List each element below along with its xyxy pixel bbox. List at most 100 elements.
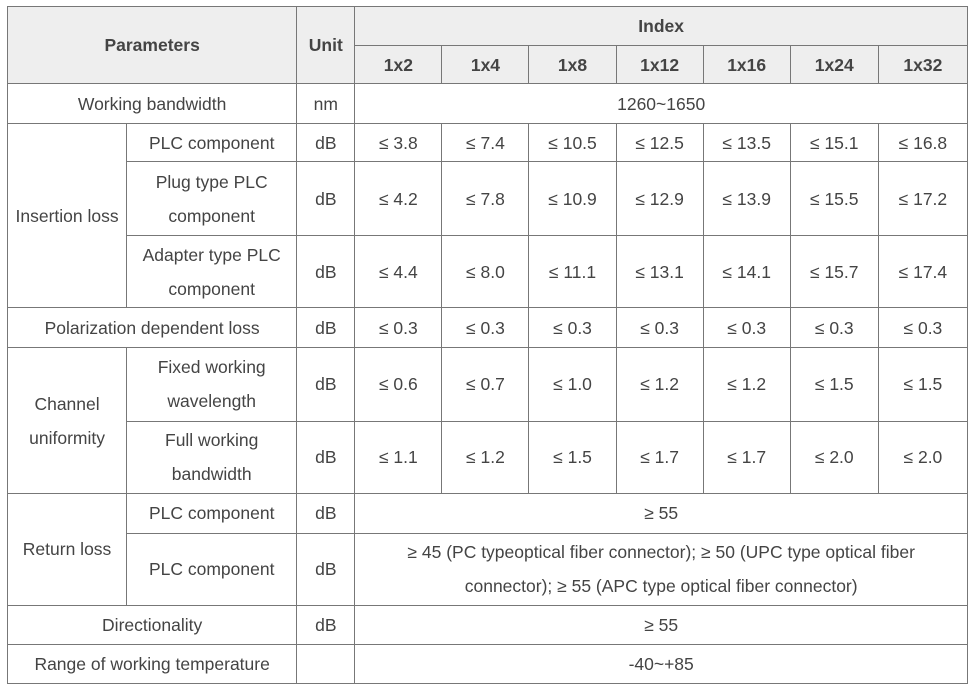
row-uniformity-fixed: Channel uniformity Fixed working wavelen… bbox=[6, 347, 969, 494]
header-unit: Unit bbox=[296, 5, 356, 85]
unit-cell: dB bbox=[296, 161, 356, 237]
row-uniformity-full: Full working bandwidth dB ≤ 1.1 ≤ 1.2 ≤ … bbox=[8, 420, 969, 494]
value-cell: ≤ 0.7 bbox=[441, 347, 530, 422]
value-cell: ≥ 55 bbox=[354, 604, 968, 645]
value-cell: ≤ 0.3 bbox=[528, 307, 617, 349]
subparam-label: PLC component bbox=[126, 532, 298, 606]
value-line: ≥ 45 (PC typeoptical fiber connector); ≥… bbox=[407, 542, 915, 563]
row-insertion-plug: Plug type PLC component dB ≤ 4.2 ≤ 7.8 ≤… bbox=[8, 161, 969, 237]
value-cell: ≤ 12.5 bbox=[615, 123, 704, 163]
label-line: component bbox=[168, 205, 255, 226]
value-cell: ≤ 0.3 bbox=[877, 307, 969, 349]
subparam-label: Adapter type PLC component bbox=[126, 235, 298, 309]
label-line: bandwidth bbox=[171, 464, 252, 485]
label-line: component bbox=[168, 278, 255, 299]
value-cell: ≤ 17.2 bbox=[877, 161, 969, 237]
param-label: Range of working temperature bbox=[6, 643, 298, 685]
unit-cell: dB bbox=[296, 235, 356, 309]
value-cell: -40~+85 bbox=[354, 643, 968, 685]
param-label: Polarization dependent loss bbox=[6, 307, 298, 349]
row-insertion-adapter: Adapter type PLC component dB ≤ 4.4 ≤ 8.… bbox=[8, 235, 969, 309]
param-label: Working bandwidth bbox=[6, 83, 298, 125]
row-working-bandwidth: Working bandwidth nm 1260~1650 bbox=[6, 83, 968, 125]
value-cell: ≤ 8.0 bbox=[441, 235, 530, 309]
row-return-loss-2: PLC component dB ≥ 45 (PC typeoptical fi… bbox=[8, 532, 968, 606]
value-cell: ≤ 10.9 bbox=[528, 161, 617, 237]
value-cell: ≤ 1.5 bbox=[789, 347, 879, 422]
value-cell: ≤ 13.5 bbox=[702, 123, 791, 163]
header-row-2: 1x2 1x4 1x8 1x12 1x16 1x24 1x32 bbox=[8, 45, 969, 85]
value-cell: ≤ 0.3 bbox=[615, 307, 704, 349]
row-return-loss-1: Return loss PLC component dB ≥ 55 bbox=[6, 492, 968, 606]
param-group-label: Channel uniformity bbox=[6, 347, 128, 494]
subparam-label: Full working bandwidth bbox=[126, 420, 298, 494]
value-cell: 1260~1650 bbox=[354, 83, 968, 125]
value-line: connector); ≥ 55 (APC type optical fiber… bbox=[464, 576, 858, 597]
value-cell: ≤ 11.1 bbox=[528, 235, 617, 309]
subparam-label: PLC component bbox=[126, 123, 298, 163]
value-cell: ≤ 0.3 bbox=[354, 307, 443, 349]
value-cell: ≤ 17.4 bbox=[877, 235, 969, 309]
value-cell: ≤ 1.2 bbox=[702, 347, 791, 422]
row-insertion-plc: Insertion loss PLC component dB ≤ 3.8 ≤ … bbox=[6, 123, 969, 309]
header-port: 1x16 bbox=[702, 45, 791, 85]
header-parameters: Parameters bbox=[6, 5, 298, 85]
row-pdl: Polarization dependent loss dB ≤ 0.3 ≤ 0… bbox=[6, 307, 969, 349]
value-cell: ≥ 45 (PC typeoptical fiber connector); ≥… bbox=[354, 532, 968, 606]
label-line: Full working bbox=[165, 430, 259, 451]
header-port: 1x4 bbox=[441, 45, 530, 85]
unit-cell: nm bbox=[296, 83, 356, 125]
value-cell: ≤ 15.1 bbox=[789, 123, 879, 163]
param-group-label: Insertion loss bbox=[6, 123, 128, 309]
value-cell: ≤ 0.3 bbox=[702, 307, 791, 349]
header-port: 1x8 bbox=[528, 45, 617, 85]
value-cell: ≤ 0.6 bbox=[354, 347, 443, 422]
value-cell: ≥ 55 bbox=[354, 492, 968, 534]
value-cell: ≤ 12.9 bbox=[615, 161, 704, 237]
value-cell: ≤ 1.7 bbox=[615, 420, 704, 494]
value-cell: ≤ 13.1 bbox=[615, 235, 704, 309]
value-cell: ≤ 13.9 bbox=[702, 161, 791, 237]
unit-cell: dB bbox=[296, 307, 356, 349]
value-cell: ≤ 3.8 bbox=[354, 123, 443, 163]
unit-cell: dB bbox=[296, 347, 356, 422]
header-port: 1x24 bbox=[789, 45, 879, 85]
value-cell: ≤ 1.5 bbox=[528, 420, 617, 494]
subparam-label: Fixed working wavelength bbox=[126, 347, 298, 422]
value-cell: ≤ 4.4 bbox=[354, 235, 443, 309]
header-port: 1x2 bbox=[354, 45, 443, 85]
value-cell: ≤ 10.5 bbox=[528, 123, 617, 163]
header-row-1: Parameters Unit Index bbox=[6, 5, 968, 85]
value-cell: ≤ 1.5 bbox=[877, 347, 969, 422]
value-cell: ≤ 2.0 bbox=[789, 420, 879, 494]
header-index: Index bbox=[354, 5, 968, 47]
label-line: Channel bbox=[34, 393, 100, 414]
row-directionality: Directionality dB ≥ 55 bbox=[6, 604, 968, 645]
unit-cell: dB bbox=[296, 604, 356, 645]
subparam-label: Plug type PLC component bbox=[126, 161, 298, 237]
value-cell: ≤ 1.0 bbox=[528, 347, 617, 422]
unit-cell: dB bbox=[296, 420, 356, 494]
label-line: Fixed working bbox=[157, 357, 266, 378]
value-cell: ≤ 16.8 bbox=[877, 123, 969, 163]
subparam-label: PLC component bbox=[126, 492, 298, 534]
label-line: uniformity bbox=[29, 427, 105, 448]
unit-cell: dB bbox=[296, 532, 356, 606]
value-cell: ≤ 7.4 bbox=[441, 123, 530, 163]
unit-cell: dB bbox=[296, 123, 356, 163]
value-cell: ≤ 15.7 bbox=[789, 235, 879, 309]
value-cell: ≤ 7.8 bbox=[441, 161, 530, 237]
label-line: Plug type PLC bbox=[155, 171, 268, 192]
header-port: 1x32 bbox=[877, 45, 969, 85]
row-temperature: Range of working temperature -40~+85 bbox=[6, 643, 968, 685]
label-line: Adapter type PLC bbox=[142, 244, 281, 265]
value-cell: ≤ 1.7 bbox=[702, 420, 791, 494]
label-line: wavelength bbox=[167, 391, 256, 412]
value-cell: ≤ 15.5 bbox=[789, 161, 879, 237]
param-label: Directionality bbox=[6, 604, 298, 645]
value-cell: ≤ 0.3 bbox=[441, 307, 530, 349]
param-group-label: Return loss bbox=[6, 492, 128, 606]
unit-cell: dB bbox=[296, 492, 356, 534]
value-cell: ≤ 1.1 bbox=[354, 420, 443, 494]
value-cell: ≤ 1.2 bbox=[615, 347, 704, 422]
